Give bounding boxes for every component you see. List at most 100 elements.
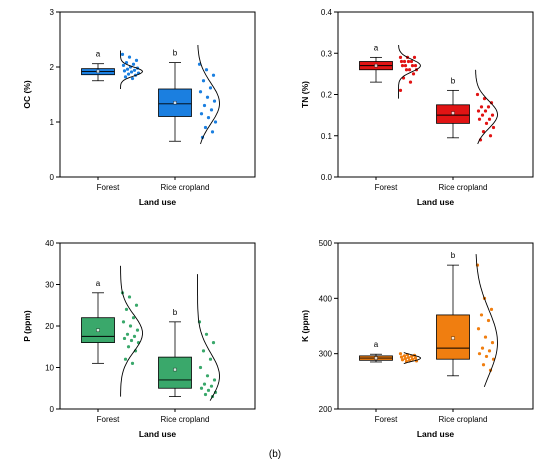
density-curve <box>398 44 421 99</box>
group-rice-cropland: Rice cropland b <box>158 274 220 424</box>
data-point <box>487 117 492 121</box>
data-point <box>410 64 415 68</box>
data-point <box>131 316 136 320</box>
data-point <box>402 354 407 358</box>
data-point <box>409 59 414 64</box>
data-point <box>208 86 213 90</box>
significance-letter: a <box>96 279 101 288</box>
y-tick-label: 500 <box>319 239 333 248</box>
density-curve <box>197 274 220 401</box>
group-rice-cropland: Rice cropland b <box>158 44 220 192</box>
data-point <box>481 130 486 134</box>
x-tick-label: Rice cropland <box>161 183 210 192</box>
x-tick-label: Forest <box>97 183 120 192</box>
data-point <box>213 120 218 124</box>
y-tick-label: 10 <box>45 364 54 373</box>
significance-letter: b <box>173 49 178 58</box>
data-point <box>123 357 128 361</box>
data-point <box>476 327 481 331</box>
chart-panel-k: 200 300 400 500 K (ppm) Land use Forest a Rice c… <box>300 239 534 439</box>
data-point <box>404 68 409 72</box>
data-point <box>398 352 403 356</box>
y-tick-label: 20 <box>45 322 54 331</box>
x-tick-label: Forest <box>375 415 398 424</box>
group-rice-cropland: Rice cropland b <box>436 69 498 192</box>
data-point <box>490 341 495 345</box>
data-point <box>403 357 408 361</box>
plot-frame <box>337 242 534 410</box>
data-point <box>407 68 412 72</box>
data-point <box>206 388 211 392</box>
data-point <box>402 59 407 64</box>
data-point <box>403 64 408 68</box>
x-axis-title: Land use <box>139 197 177 207</box>
y-tick-label: 0.1 <box>321 132 333 141</box>
chart-panel-p: 0 10 20 30 40 P (ppm) Land use Forest a Rice crop… <box>22 239 256 439</box>
data-point <box>122 69 127 73</box>
data-point <box>490 113 495 117</box>
data-point <box>480 113 485 117</box>
data-point <box>203 125 208 130</box>
data-point <box>209 108 214 112</box>
data-point <box>124 61 129 65</box>
data-point <box>481 363 486 367</box>
data-point <box>199 386 204 390</box>
data-point <box>413 64 418 68</box>
data-point <box>121 63 126 67</box>
x-axis-title: Land use <box>417 197 455 207</box>
data-point <box>205 374 210 378</box>
data-point <box>398 88 403 92</box>
data-point <box>487 349 492 353</box>
data-point <box>129 338 134 343</box>
data-point <box>476 109 481 113</box>
group-forest: Forest a <box>359 340 421 424</box>
density-curve <box>475 254 498 388</box>
data-point <box>486 318 491 323</box>
y-tick-label: 1 <box>50 118 55 127</box>
data-point <box>125 332 130 336</box>
x-axis-title: Land use <box>139 429 177 439</box>
data-point <box>201 349 206 353</box>
mean-marker <box>96 328 100 332</box>
data-point <box>482 97 487 101</box>
data-point <box>126 72 131 76</box>
y-axis-title: P (ppm) <box>22 310 32 342</box>
data-point <box>128 324 133 328</box>
mean-marker <box>451 336 455 340</box>
data-point <box>409 354 414 359</box>
data-point <box>477 117 482 121</box>
significance-letter: b <box>451 251 456 260</box>
y-tick-label: 0 <box>50 405 55 414</box>
data-point <box>486 105 491 109</box>
data-point <box>201 79 206 83</box>
data-point <box>132 334 137 338</box>
mean-marker <box>451 111 455 115</box>
data-point <box>212 99 217 103</box>
data-point <box>198 90 203 94</box>
data-point <box>480 346 485 350</box>
data-point <box>399 59 404 64</box>
data-point <box>479 313 484 317</box>
data-point <box>412 55 417 59</box>
data-point <box>489 307 494 311</box>
data-point <box>407 358 412 362</box>
data-point <box>400 358 405 362</box>
mean-marker <box>173 101 177 105</box>
data-point <box>127 55 132 59</box>
group-forest: Forest a <box>81 265 143 424</box>
y-axis-title: OC (%) <box>22 80 32 109</box>
data-point <box>199 112 204 116</box>
significance-letter: a <box>96 50 101 59</box>
chart-panel-tn: 0.0 0.1 0.2 0.3 0.4 TN (%) Land use Forest a Rice… <box>300 8 534 207</box>
data-point <box>204 68 209 72</box>
density-curve <box>403 352 421 365</box>
figure-caption: (b) <box>269 449 281 460</box>
data-point <box>125 67 130 71</box>
plot-frame <box>337 11 534 178</box>
data-point <box>130 76 135 81</box>
data-point <box>204 332 209 336</box>
y-tick-label: 400 <box>319 294 333 303</box>
data-point <box>489 101 494 105</box>
data-point <box>132 68 137 72</box>
data-point <box>477 352 482 356</box>
